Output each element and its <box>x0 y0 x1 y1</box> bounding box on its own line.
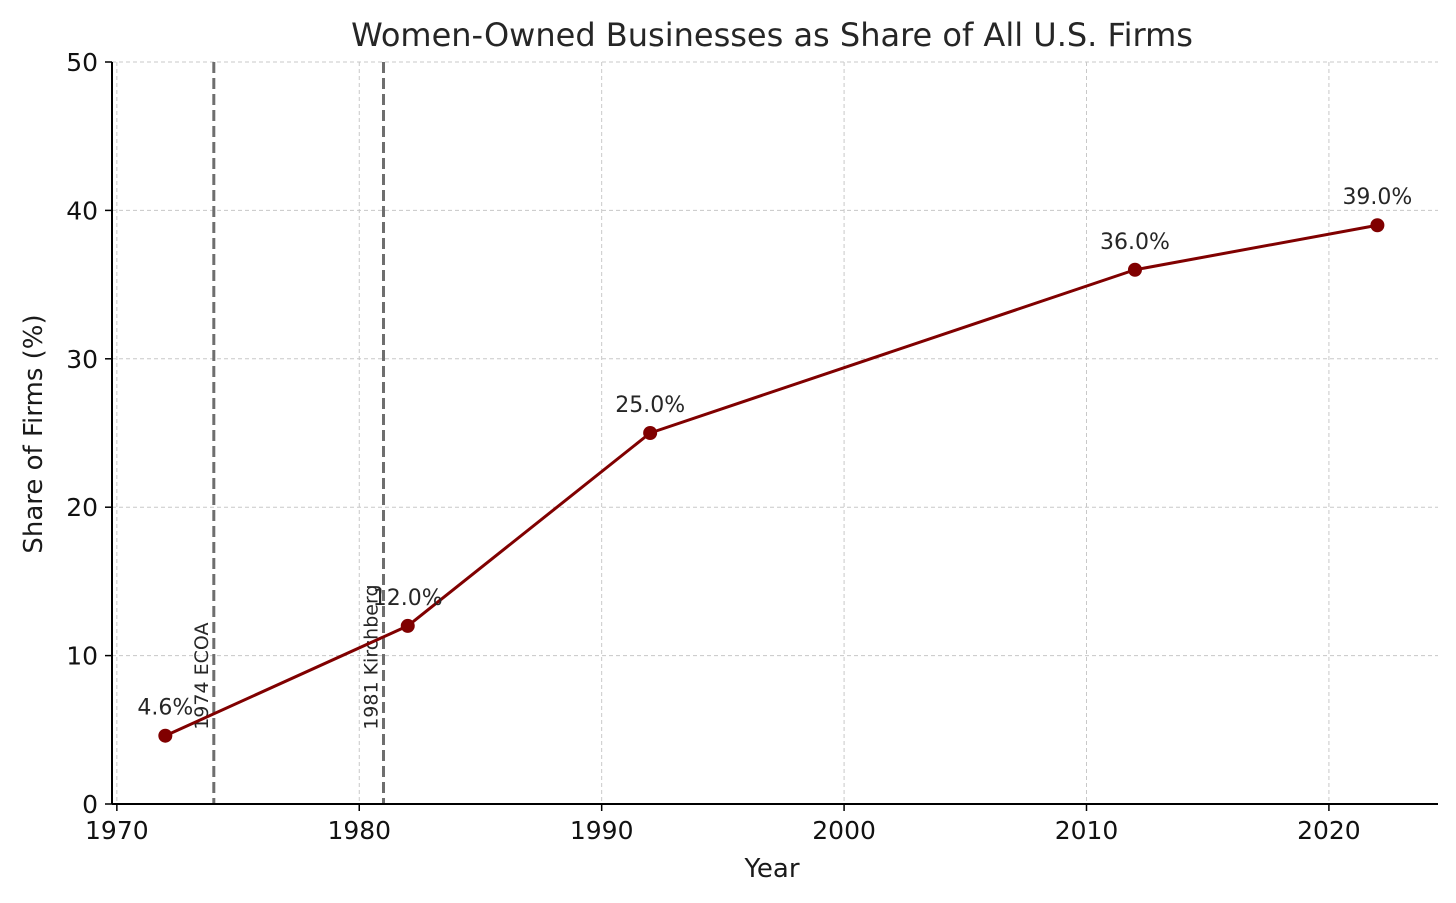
y-tick-label: 20 <box>66 493 98 522</box>
y-tick-label: 50 <box>66 48 98 77</box>
event-label: 1981 Kirchberg <box>361 584 383 729</box>
series <box>158 218 1385 743</box>
data-label: 4.6% <box>137 696 193 721</box>
y-tick-label: 30 <box>66 345 98 374</box>
data-point <box>400 618 415 633</box>
x-tick-label: 1980 <box>327 816 391 845</box>
y-tick-label: 10 <box>66 642 98 671</box>
data-point <box>1370 218 1385 233</box>
data-label: 36.0% <box>1100 230 1170 255</box>
x-tick-label: 2000 <box>812 816 876 845</box>
data-point <box>1127 262 1142 277</box>
x-tick-label: 1970 <box>85 816 149 845</box>
axes: 1970 1980 1990 2000 2010 2020 0 10 20 30 40 50 <box>66 48 1438 845</box>
event-markers: 1974 ECOA 1981 Kirchberg <box>191 62 386 804</box>
data-label: 39.0% <box>1342 185 1412 210</box>
y-tick-label: 40 <box>66 196 98 225</box>
event-label: 1974 ECOA <box>191 623 213 730</box>
x-axis-label: Year <box>743 854 799 884</box>
data-point <box>643 426 658 440</box>
chart-title: Women-Owned Businesses as Share of All U… <box>351 16 1193 54</box>
x-tick-label: 1990 <box>570 816 634 845</box>
x-tick-label: 2020 <box>1297 816 1361 845</box>
data-label: 12.0% <box>373 586 443 611</box>
y-tick-label: 0 <box>82 790 98 819</box>
series-line <box>164 223 1378 738</box>
x-tick-label: 2010 <box>1055 816 1119 845</box>
y-axis-label: Share of Firms (%) <box>19 314 49 553</box>
grid <box>112 61 1438 805</box>
data-labels: 4.6% 12.0% 25.0% 36.0% 39.0% <box>137 185 1412 720</box>
data-point <box>158 728 173 743</box>
data-label: 25.0% <box>615 393 685 418</box>
